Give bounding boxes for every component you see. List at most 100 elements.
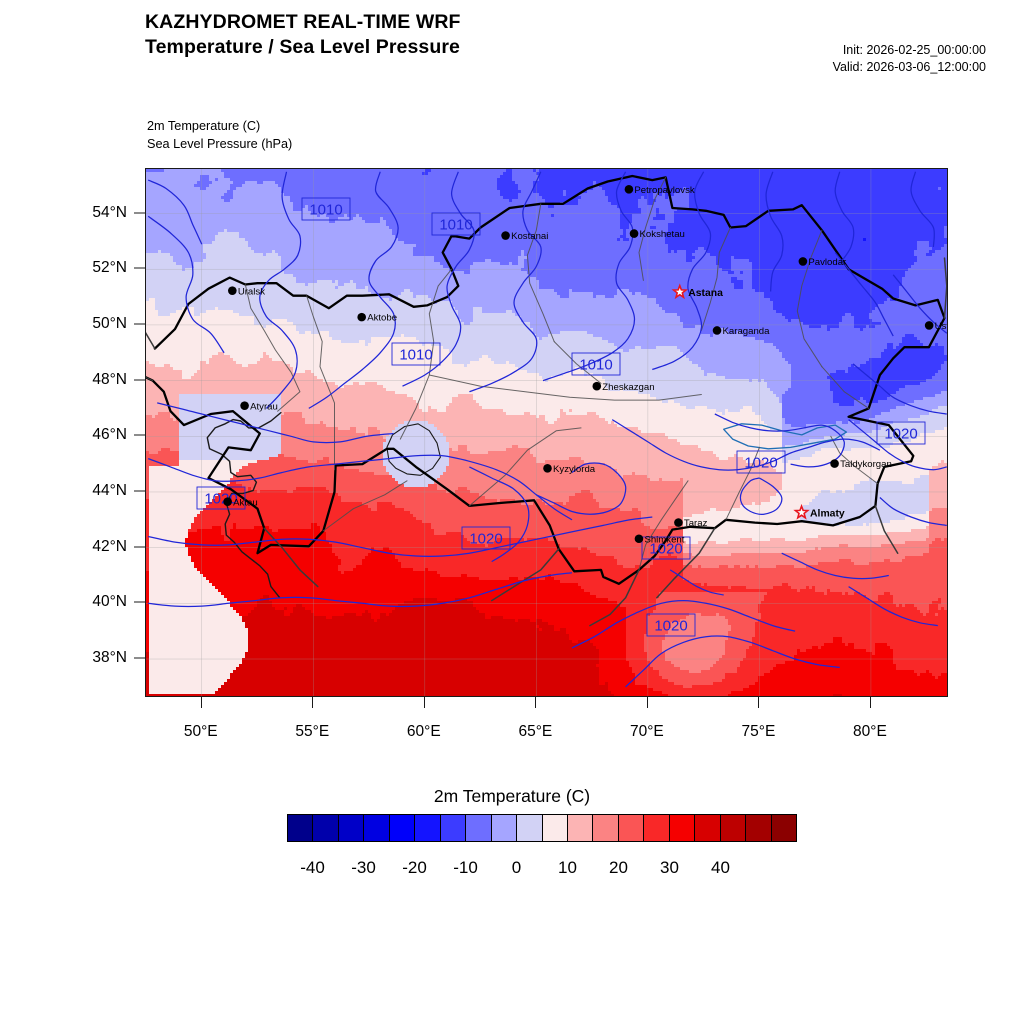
city-marker: Aktobe xyxy=(357,313,397,324)
city-marker: Almaty xyxy=(793,503,845,520)
city-marker: Atyrau xyxy=(240,401,278,412)
city-dot-icon xyxy=(543,464,552,473)
colorbar-title: 2m Temperature (C) xyxy=(433,786,591,806)
contour-label: 1010 xyxy=(391,342,441,366)
city-dot-icon xyxy=(798,257,808,266)
svg-text:1010: 1010 xyxy=(309,202,342,219)
lon-tick-mark xyxy=(535,697,537,708)
contour-label: 1020 xyxy=(641,536,691,560)
colorbar-cell xyxy=(542,815,568,841)
city-marker: Zheskazgan xyxy=(592,382,655,393)
colorbar-cell xyxy=(720,815,747,841)
page-title: KAZHYDROMET REAL-TIME WRF Temperature / … xyxy=(145,10,461,60)
lat-tick-label: 44°N xyxy=(92,481,127,499)
model-run-times: Init: 2026-02-25_00:00:00 Valid: 2026-03… xyxy=(833,42,986,76)
city-marker: Taraz xyxy=(674,518,708,529)
lat-tick-mark xyxy=(134,601,145,603)
city-label: Aktobe xyxy=(367,313,397,324)
city-marker: Shimkent xyxy=(634,534,685,545)
lat-tick-mark xyxy=(134,434,145,436)
city-label: Ustkamen xyxy=(935,321,948,332)
city-marker: Karaganda xyxy=(712,326,771,337)
lon-tick-mark xyxy=(312,697,314,708)
city-marker-layer: Petropavlovsk Kostanai Kokshetau Pavlodar Ur… xyxy=(223,185,948,545)
colorbar-cell xyxy=(389,815,416,841)
lat-tick-mark xyxy=(134,657,145,659)
city-dot-icon xyxy=(357,312,366,322)
city-label: Kostanai xyxy=(511,231,548,242)
colorbar-tick-label: -40 xyxy=(300,858,325,877)
city-label: Almaty xyxy=(810,509,845,520)
lat-lon-gridlines xyxy=(146,169,947,696)
city-label: Uralsk xyxy=(238,286,265,297)
city-marker: Aktau xyxy=(223,497,258,508)
city-label: Taraz xyxy=(684,518,708,529)
svg-text:1020: 1020 xyxy=(469,531,502,548)
city-label: Petropavlovsk xyxy=(634,185,694,196)
city-label: Astana xyxy=(688,288,723,299)
colorbar-cell xyxy=(695,815,721,841)
colorbar-cell xyxy=(440,815,467,841)
city-label: Pavlodar xyxy=(808,257,847,268)
map-canvas: 1010101010101010102010201020102010201020… xyxy=(146,169,948,696)
lat-tick-label: 50°N xyxy=(92,314,127,332)
lat-tick-mark xyxy=(134,212,145,214)
city-dot-icon xyxy=(629,229,639,238)
lon-tick-label: 70°E xyxy=(629,723,664,740)
colorbar-cell xyxy=(618,815,645,841)
colorbar-cell xyxy=(313,815,339,841)
city-dot-icon xyxy=(240,401,249,410)
lat-tick-mark xyxy=(134,379,145,381)
lat-tick-mark xyxy=(134,546,145,548)
field-pressure-label: Sea Level Pressure (hPa) xyxy=(147,136,293,151)
lon-tick-label: 65°E xyxy=(518,723,553,740)
colorbar-cell xyxy=(567,815,594,841)
lon-tick-label: 60°E xyxy=(406,723,441,740)
colorbar-swatches xyxy=(287,814,797,842)
colorbar-cell xyxy=(746,815,772,841)
lon-tick-mark xyxy=(423,697,425,708)
capital-star-icon xyxy=(671,283,689,300)
lon-tick-mark xyxy=(869,697,871,708)
lon-tick-label: 50°E xyxy=(183,723,218,740)
city-label: Zheskazgan xyxy=(602,382,654,393)
lat-tick-label: 42°N xyxy=(92,537,127,555)
colorbar-tick-label: -10 xyxy=(453,858,478,877)
colorbar-tick-label: 20 xyxy=(609,858,628,877)
city-dot-icon xyxy=(624,185,634,194)
svg-text:1020: 1020 xyxy=(884,426,917,443)
lat-tick-mark xyxy=(134,267,145,269)
lat-tick-label: 38°N xyxy=(92,649,127,667)
city-marker: Taldykorgan xyxy=(830,459,892,470)
colorbar-cell xyxy=(593,815,619,841)
city-label: Karaganda xyxy=(723,326,771,337)
colorbar-tick-label: -30 xyxy=(351,858,376,877)
title-line-secondary: Temperature / Sea Level Pressure xyxy=(145,35,460,58)
city-dot-icon xyxy=(674,518,683,527)
contour-label: 1010 xyxy=(571,352,621,376)
city-dot-icon xyxy=(228,286,237,295)
svg-text:1010: 1010 xyxy=(399,347,432,364)
colorbar-cell xyxy=(466,815,492,841)
city-dot-icon xyxy=(712,326,722,335)
colorbar-tick-label: 30 xyxy=(660,858,679,877)
init-time: Init: 2026-02-25_00:00:00 xyxy=(842,43,986,57)
field-temperature-label: 2m Temperature (C) xyxy=(147,119,261,133)
contour-label: 1010 xyxy=(301,197,351,221)
map-area: 1010 1010 1010 1010 1020 1020 1020 1020 1020 1020… xyxy=(92,168,948,740)
country-border-layer xyxy=(146,174,947,627)
city-label: Shimkent xyxy=(644,534,684,545)
lon-tick-mark xyxy=(758,697,760,708)
svg-text:1010: 1010 xyxy=(439,217,472,234)
contour-label: 1010 xyxy=(431,212,481,236)
colorbar-cell xyxy=(517,815,543,841)
svg-text:1020: 1020 xyxy=(654,618,687,635)
colorbar-tick-label: 10 xyxy=(558,858,577,877)
lat-tick-label: 40°N xyxy=(92,593,127,611)
city-marker: Petropavlovsk xyxy=(624,185,695,196)
colorbar-cell xyxy=(771,815,797,841)
svg-text:1010: 1010 xyxy=(579,357,612,374)
lon-tick-label: 75°E xyxy=(741,723,776,740)
contour-label: 1020 xyxy=(736,450,786,474)
